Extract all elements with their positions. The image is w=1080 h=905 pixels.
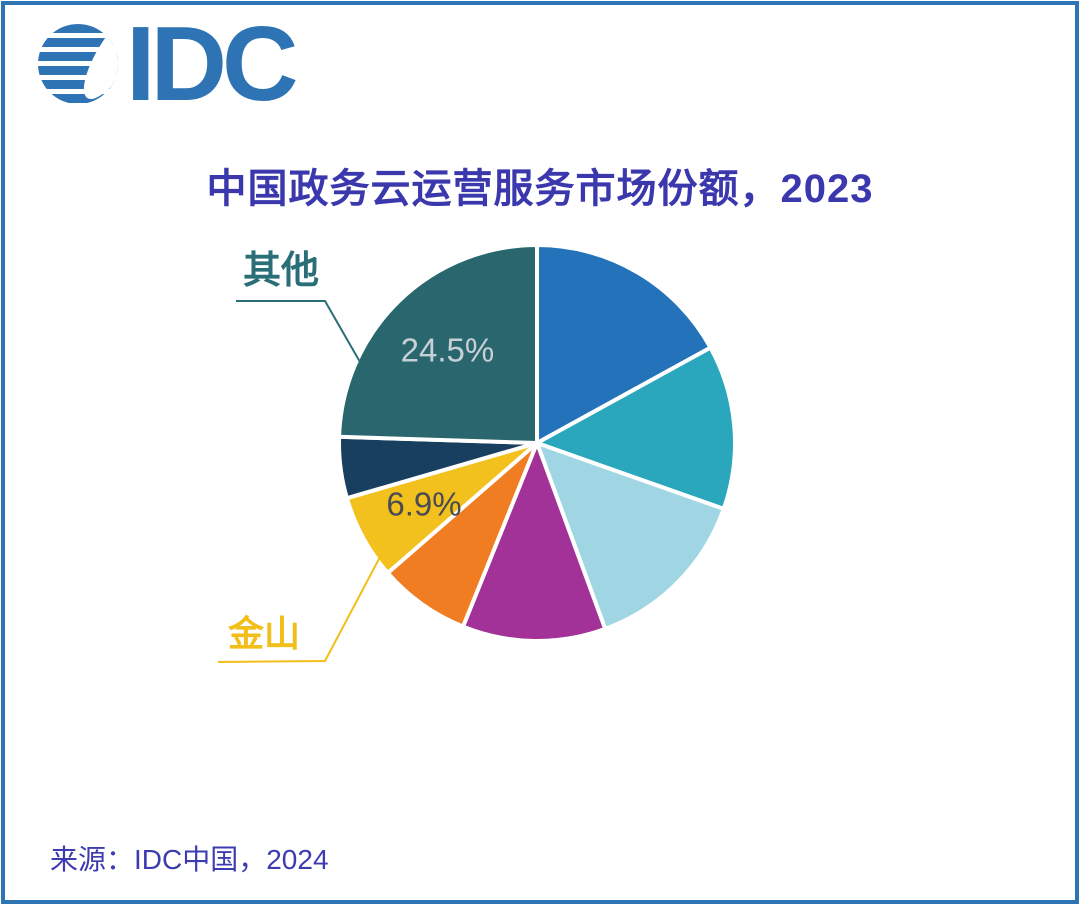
source-note: 来源：IDC中国，2024 xyxy=(50,844,329,875)
pie-slice-0 xyxy=(535,243,713,445)
pie-slice-label-其他: 24.5% xyxy=(401,332,495,369)
others-callout-line xyxy=(236,300,361,363)
pie-slices-group: 6.9% 24.5% xyxy=(337,243,737,643)
pie-slice-其他 xyxy=(337,243,539,445)
idc-globe-icon xyxy=(38,24,118,104)
pie-slice-3 xyxy=(461,441,608,643)
kingsoft-callout-label: 金山 xyxy=(228,613,301,654)
page-title: 中国政务云运营服务市场份额，2023 xyxy=(206,167,874,211)
others-callout-label: 其他 xyxy=(243,250,320,292)
pie-slice-label-金山: 6.9% xyxy=(386,486,461,523)
idc-logo-text: IDC xyxy=(126,5,299,123)
idc-logo: IDC xyxy=(38,5,299,123)
kingsoft-callout-line xyxy=(217,556,381,663)
pie-slice-2 xyxy=(535,441,726,631)
pie-slice-1 xyxy=(535,345,737,511)
